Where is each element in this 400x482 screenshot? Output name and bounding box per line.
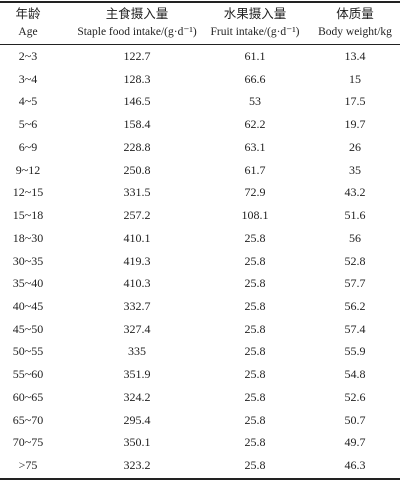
value-cell: 25.8 <box>244 298 266 313</box>
header-zh: 水果摄入量 <box>223 7 287 21</box>
age-cell: 12~15 <box>12 185 44 200</box>
value-cell: 54.8 <box>344 367 366 382</box>
value-cell: 327.4 <box>123 321 151 336</box>
value-cell: 122.7 <box>123 49 151 63</box>
value-cell: 57.4 <box>344 321 366 336</box>
value-cell: 61.1 <box>244 49 266 63</box>
age-cell: 55~60 <box>12 367 44 382</box>
top-rule <box>0 1 400 3</box>
value-cell: 19.7 <box>344 117 366 132</box>
value-cell: 25.8 <box>244 412 266 427</box>
value-cell: 335 <box>128 344 146 359</box>
value-cell: 53 <box>249 94 261 109</box>
age-cell: 40~45 <box>12 298 44 313</box>
value-cell: 13.4 <box>344 49 366 63</box>
value-cell: 257.2 <box>123 208 151 223</box>
age-cell: 6~9 <box>18 139 38 154</box>
age-cell: 4~5 <box>18 94 38 109</box>
value-cell: 410.3 <box>123 276 151 291</box>
age-cell: 30~35 <box>12 253 44 268</box>
age-cell: 60~65 <box>12 389 44 404</box>
value-cell: 228.8 <box>123 139 151 154</box>
header-zh: 体质量 <box>336 7 374 21</box>
age-cell: 5~6 <box>18 117 38 132</box>
value-cell: 55.9 <box>344 344 366 359</box>
value-cell: 25.8 <box>244 435 266 450</box>
header-zh: 主食摄入量 <box>105 7 169 21</box>
value-cell: 63.1 <box>244 139 266 154</box>
header-en: Age <box>18 26 38 38</box>
age-cell: >75 <box>18 458 38 472</box>
value-cell: 62.2 <box>244 117 266 132</box>
value-cell: 35 <box>349 162 361 177</box>
value-cell: 146.5 <box>123 94 151 109</box>
header-en: Body weight/kg <box>318 26 392 38</box>
value-cell: 72.9 <box>244 185 266 200</box>
age-cell: 65~70 <box>12 412 44 427</box>
value-cell: 57.7 <box>344 276 366 291</box>
value-cell: 15 <box>349 71 361 86</box>
value-cell: 25.8 <box>244 367 266 382</box>
value-cell: 324.2 <box>123 389 151 404</box>
value-cell: 250.8 <box>123 162 151 177</box>
value-cell: 295.4 <box>123 412 151 427</box>
value-cell: 25.8 <box>244 344 266 359</box>
value-cell: 410.1 <box>123 230 151 245</box>
header-en: Staple food intake/(g·d⁻¹) <box>77 26 197 38</box>
value-cell: 351.9 <box>123 367 151 382</box>
value-cell: 158.4 <box>123 117 151 132</box>
age-cell: 45~50 <box>12 321 44 336</box>
age-cell: 70~75 <box>12 435 44 450</box>
value-cell: 51.6 <box>344 208 366 223</box>
value-cell: 25.8 <box>244 230 266 245</box>
header-en: Fruit intake/(g·d⁻¹) <box>210 26 300 38</box>
value-cell: 332.7 <box>123 298 151 313</box>
value-cell: 25.8 <box>244 321 266 336</box>
age-cell: 50~55 <box>12 344 44 359</box>
value-cell: 26 <box>349 139 361 154</box>
value-cell: 17.5 <box>344 94 366 109</box>
value-cell: 43.2 <box>344 185 366 200</box>
value-cell: 52.6 <box>344 389 366 404</box>
value-cell: 50.7 <box>344 412 366 427</box>
value-cell: 66.6 <box>244 71 266 86</box>
age-cell: 35~40 <box>12 276 44 291</box>
age-cell: 15~18 <box>12 208 44 223</box>
value-cell: 25.8 <box>244 253 266 268</box>
value-cell: 61.7 <box>244 162 266 177</box>
age-cell: 3~4 <box>18 71 38 86</box>
value-cell: 46.3 <box>344 458 366 472</box>
value-cell: 56 <box>349 230 361 245</box>
age-cell: 18~30 <box>12 230 44 245</box>
value-cell: 25.8 <box>244 276 266 291</box>
value-cell: 108.1 <box>241 208 269 223</box>
value-cell: 49.7 <box>344 435 366 450</box>
value-cell: 323.2 <box>123 458 151 472</box>
value-cell: 52.8 <box>344 253 366 268</box>
bottom-rule <box>0 478 400 480</box>
value-cell: 25.8 <box>244 389 266 404</box>
value-cell: 56.2 <box>344 298 366 313</box>
age-cell: 9~12 <box>15 162 41 177</box>
header-zh: 年龄 <box>15 7 41 21</box>
header-rule <box>0 44 400 45</box>
value-cell: 350.1 <box>123 435 151 450</box>
value-cell: 331.5 <box>123 185 151 200</box>
value-cell: 419.3 <box>123 253 151 268</box>
value-cell: 25.8 <box>244 458 266 472</box>
value-cell: 128.3 <box>123 71 151 86</box>
age-cell: 2~3 <box>18 49 38 63</box>
